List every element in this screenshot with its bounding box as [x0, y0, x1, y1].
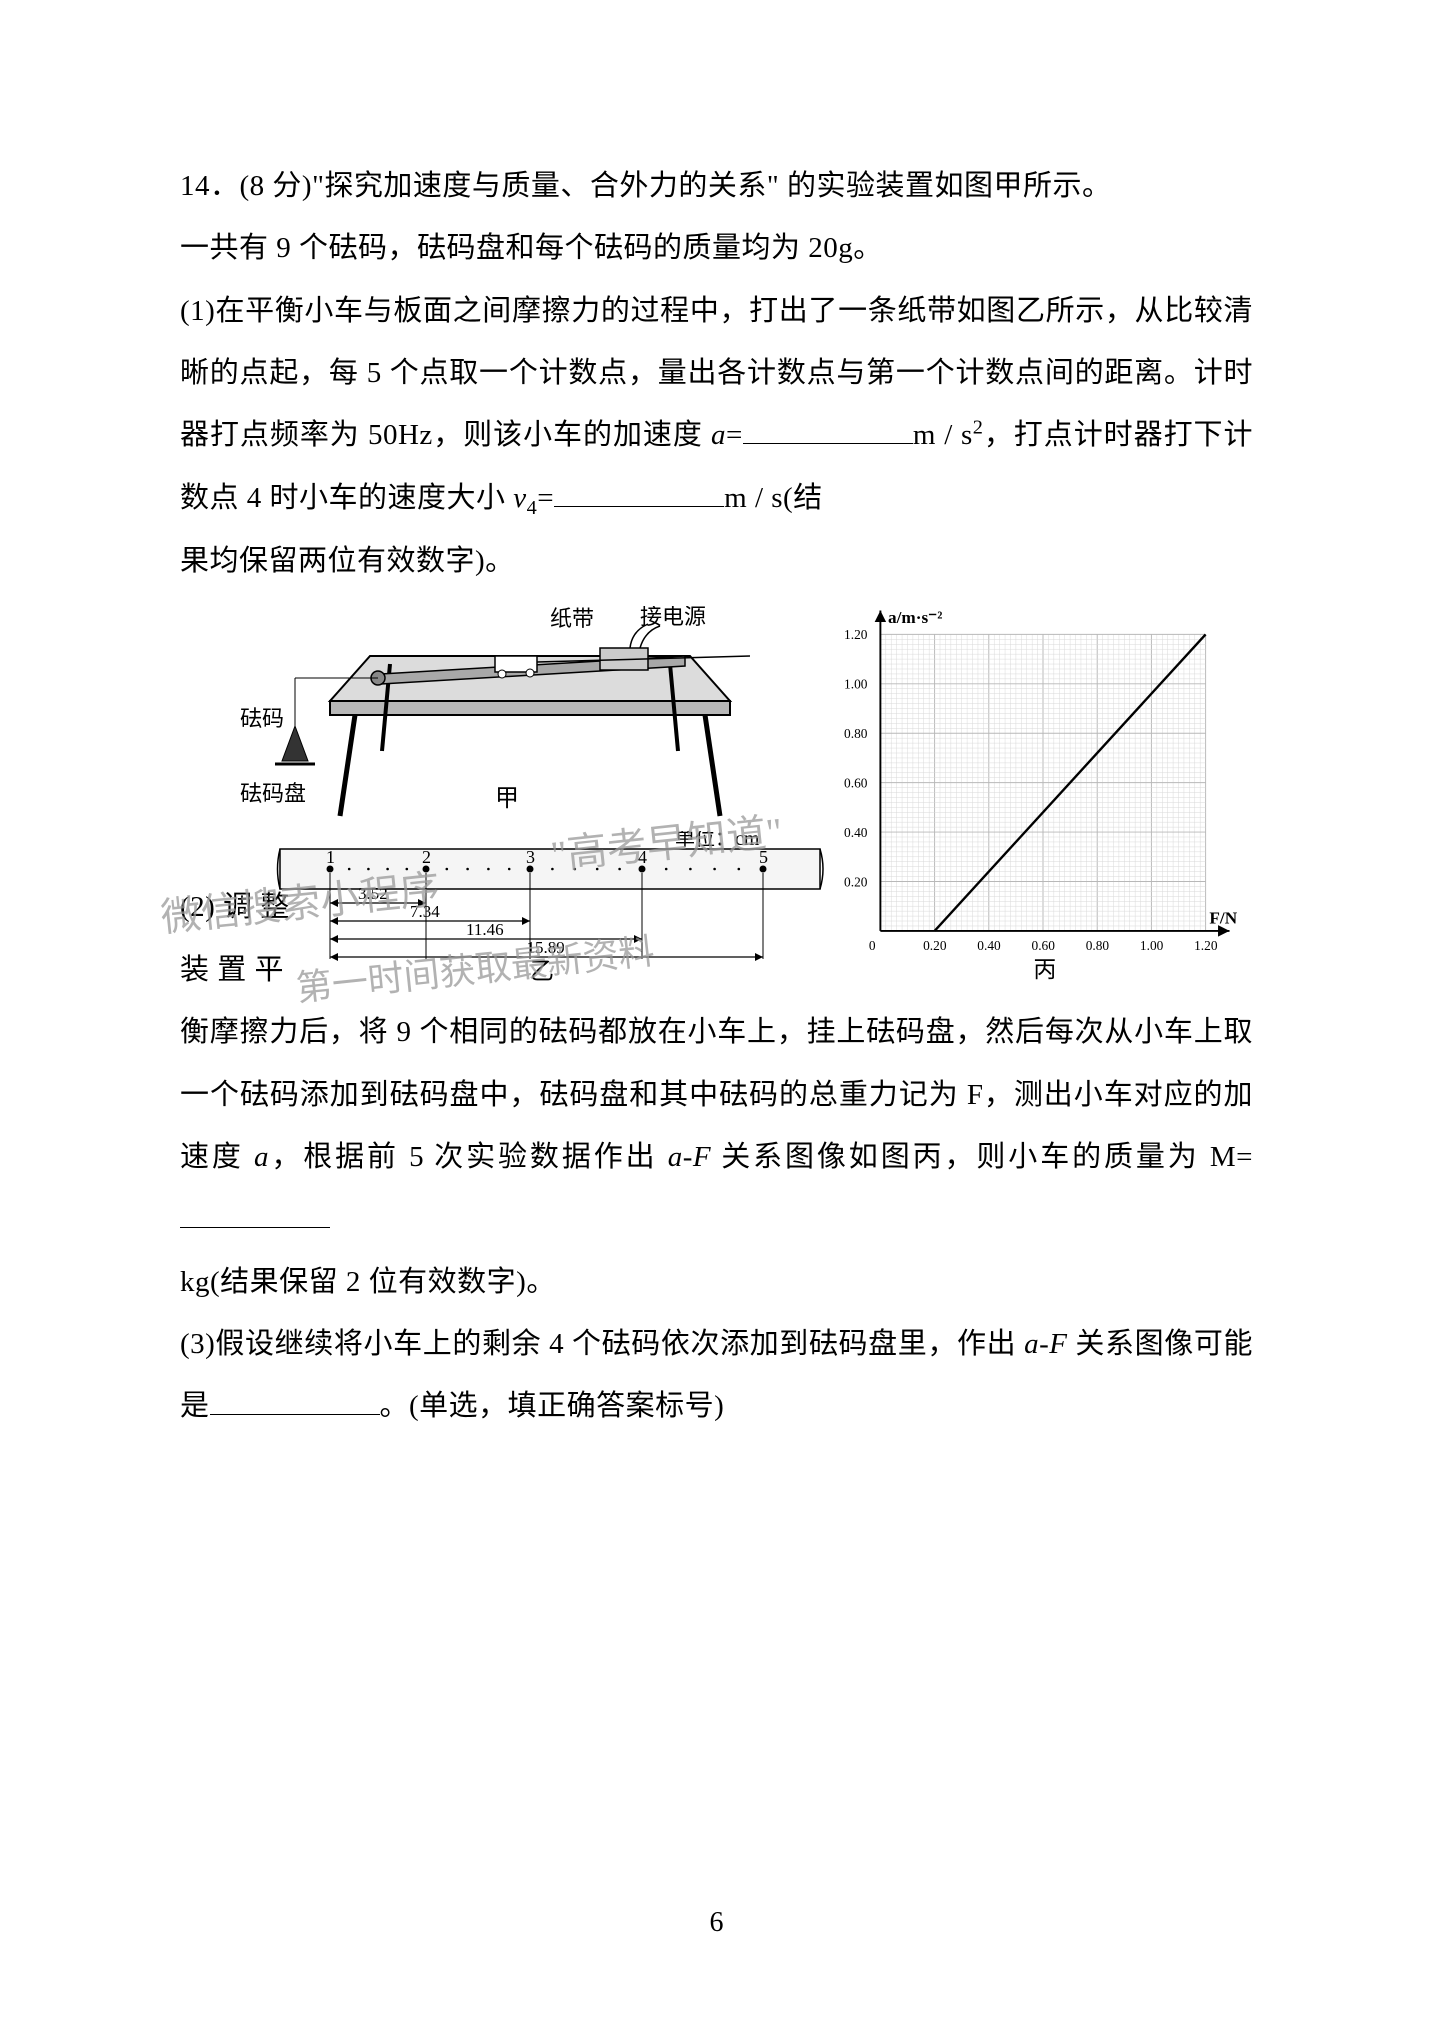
- svg-text:11.46: 11.46: [466, 920, 504, 939]
- fig-tape: 单位：cm 1 2 3 4 5 3.52 7.34 11.46 15.89 乙: [270, 831, 790, 986]
- question-text: 14．(8 分)"探究加速度与质量、合外力的关系" 的实验装置如图甲所示。: [180, 155, 1253, 217]
- svg-text:0.40: 0.40: [844, 825, 868, 840]
- sym-v: v: [513, 482, 526, 514]
- svg-text:0.60: 0.60: [1032, 939, 1056, 954]
- blank-a: [743, 414, 913, 444]
- svg-text:0.80: 0.80: [844, 726, 868, 741]
- label-power: 接电源: [640, 606, 706, 629]
- svg-text:1.20: 1.20: [1194, 939, 1218, 954]
- label-weight: 砝码: [240, 706, 284, 731]
- svg-text:0: 0: [869, 939, 876, 954]
- svg-text:4: 4: [638, 847, 647, 867]
- label-tape: 纸带: [550, 606, 594, 631]
- page: 14．(8 分)"探究加速度与质量、合外力的关系" 的实验装置如图甲所示。 一共…: [0, 0, 1433, 2024]
- svg-text:0.60: 0.60: [844, 776, 868, 791]
- svg-text:5: 5: [759, 847, 768, 867]
- sym-aF: a-F: [668, 1141, 711, 1173]
- blank-M: [180, 1198, 330, 1228]
- svg-text:0.40: 0.40: [977, 939, 1001, 954]
- sym-a: a: [711, 419, 726, 451]
- svg-text:7.34: 7.34: [410, 902, 440, 921]
- svg-text:1.00: 1.00: [844, 677, 868, 692]
- svg-text:3.52: 3.52: [358, 884, 388, 903]
- tape-unit: 单位：cm: [675, 831, 760, 850]
- q-title: "探究加速度与质量、合外力的关系" 的实验装置如图甲所示。: [312, 170, 1111, 202]
- part2-tail: kg(结果保留 2 位有效数字)。: [180, 1251, 1253, 1313]
- svg-text:丙: 丙: [1033, 957, 1056, 982]
- svg-text:F/N: F/N: [1209, 909, 1237, 928]
- svg-text:0.20: 0.20: [844, 875, 868, 890]
- label-fig-jia: 甲: [495, 786, 519, 812]
- tape-svg: 单位：cm 1 2 3 4 5 3.52 7.34 11.46 15.89 乙: [270, 831, 830, 981]
- part1-tail: 果均保留两位有效数字)。: [180, 530, 1253, 592]
- apparatus-svg: 纸带 接电源 砝码 砝码盘 甲: [230, 606, 750, 826]
- svg-text:0.20: 0.20: [923, 939, 947, 954]
- part2: 衡摩擦力后，将 9 个相同的砝码都放在小车上，挂上砝码盘，然后每次从小车上取一个…: [180, 1001, 1253, 1250]
- part1: (1)在平衡小车与板面之间摩擦力的过程中，打出了一条纸带如图乙所示，从比较清晰的…: [180, 280, 1253, 530]
- svg-text:2: 2: [422, 847, 431, 867]
- svg-text:15.89: 15.89: [527, 938, 565, 957]
- fig-graph: 0 0.20 0.40 0.60 0.80 1.00 1.20 0.20 0.40 0.60 0.8…: [823, 596, 1263, 1003]
- svg-text:1.00: 1.00: [1140, 939, 1164, 954]
- svg-text:1: 1: [326, 847, 335, 867]
- graph-svg: 0 0.20 0.40 0.60 0.80 1.00 1.20 0.20 0.40 0.60 0.8…: [823, 596, 1263, 998]
- q-number: 14．: [180, 170, 240, 202]
- premise: 一共有 9 个砝码，砝码盘和每个砝码的质量均为 20g。: [180, 217, 1253, 279]
- blank-v4: [554, 477, 724, 507]
- q-points: (8 分): [240, 170, 313, 202]
- label-pan: 砝码盘: [240, 781, 306, 806]
- part3: (3)假设继续将小车上的剩余 4 个砝码依次添加到砝码盘里，作出 a-F 关系图…: [180, 1313, 1253, 1438]
- label-fig-yi: 乙: [530, 959, 554, 981]
- svg-text:a/m·s⁻²: a/m·s⁻²: [888, 608, 942, 627]
- page-number: 6: [0, 1907, 1433, 1939]
- figure-block: 纸带 接电源 砝码 砝码盘 甲 单位：cm 1 2 3 4 5: [180, 596, 1253, 1021]
- svg-text:3: 3: [526, 847, 535, 867]
- svg-text:0.80: 0.80: [1086, 939, 1110, 954]
- svg-text:1.20: 1.20: [844, 628, 868, 643]
- fig-apparatus: 纸带 接电源 砝码 砝码盘 甲: [230, 606, 750, 831]
- blank-3: [210, 1385, 380, 1415]
